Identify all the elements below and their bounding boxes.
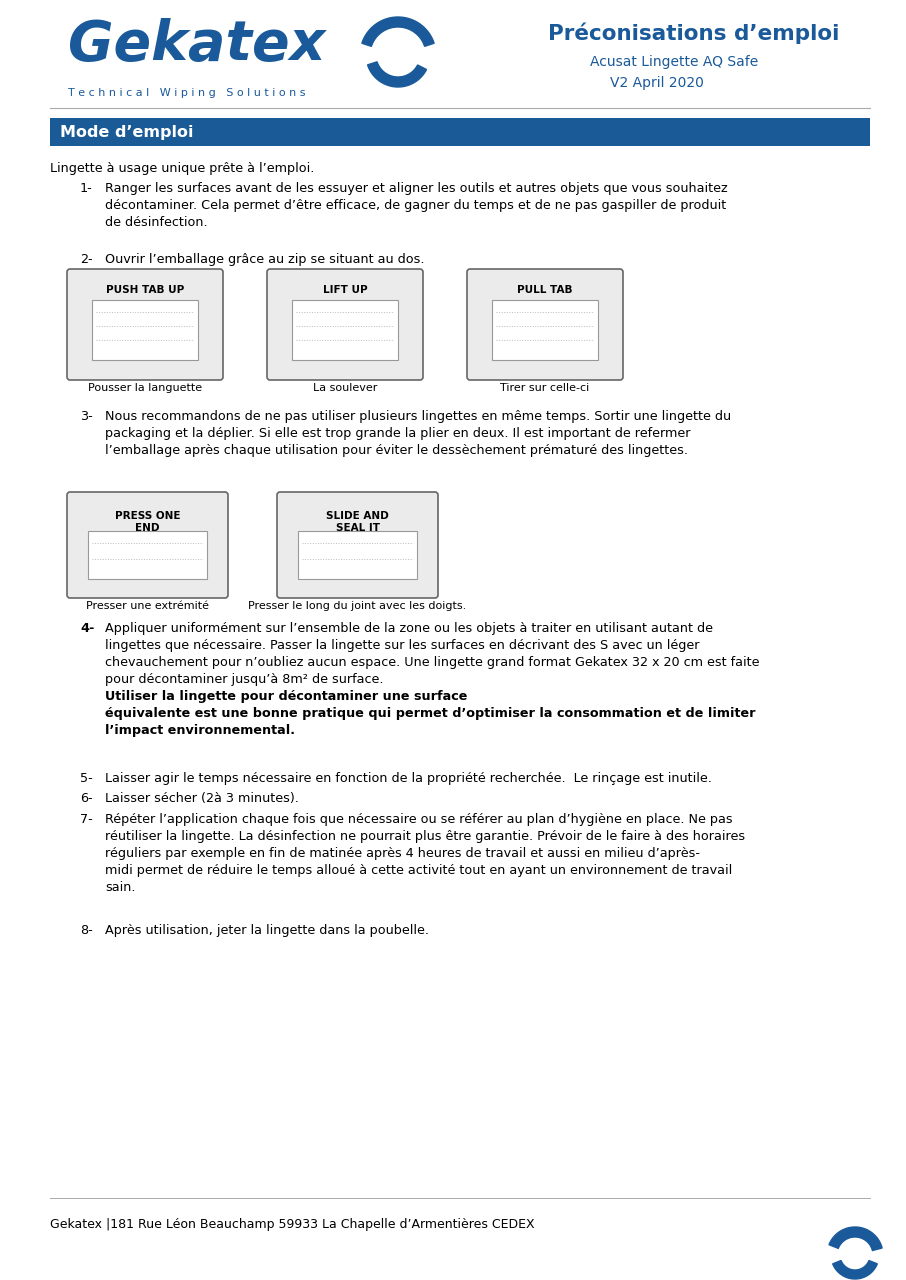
Text: Ranger les surfaces avant de les essuyer et aligner les outils et autres objets : Ranger les surfaces avant de les essuyer… bbox=[105, 182, 728, 229]
Text: PUSH TAB UP: PUSH TAB UP bbox=[106, 285, 184, 294]
Text: 7-: 7- bbox=[80, 813, 92, 826]
Text: Tirer sur celle-ci: Tirer sur celle-ci bbox=[500, 383, 590, 393]
Text: Ouvrir l’emballage grâce au zip se situant au dos.: Ouvrir l’emballage grâce au zip se situa… bbox=[105, 253, 425, 266]
Bar bbox=[298, 531, 417, 579]
Text: Mode d’emploi: Mode d’emploi bbox=[60, 125, 194, 141]
Text: SLIDE AND
SEAL IT: SLIDE AND SEAL IT bbox=[326, 511, 389, 532]
Text: Acusat Lingette AQ Safe: Acusat Lingette AQ Safe bbox=[590, 55, 758, 69]
FancyBboxPatch shape bbox=[267, 269, 423, 380]
Bar bbox=[50, 118, 870, 146]
Text: Lingette à usage unique prête à l’emploi.: Lingette à usage unique prête à l’emploi… bbox=[50, 163, 314, 175]
Text: 2-: 2- bbox=[80, 253, 92, 266]
Polygon shape bbox=[833, 1261, 877, 1279]
Text: Laisser sécher (2à 3 minutes).: Laisser sécher (2à 3 minutes). bbox=[105, 792, 299, 805]
Text: Gekatex: Gekatex bbox=[68, 18, 325, 72]
Bar bbox=[92, 300, 198, 360]
Polygon shape bbox=[829, 1228, 882, 1251]
Text: LIFT UP: LIFT UP bbox=[323, 285, 367, 294]
Bar bbox=[492, 300, 598, 360]
Text: PRESS ONE
END: PRESS ONE END bbox=[115, 511, 180, 532]
Bar bbox=[88, 531, 207, 579]
Text: 8-: 8- bbox=[80, 924, 92, 937]
Text: 3-: 3- bbox=[80, 410, 92, 422]
Text: 4-: 4- bbox=[80, 622, 94, 635]
Text: Presser une extrémité: Presser une extrémité bbox=[86, 602, 209, 611]
Bar bbox=[292, 300, 398, 360]
Text: Laisser agir le temps nécessaire en fonction de la propriété recherchée.  Le rin: Laisser agir le temps nécessaire en fonc… bbox=[105, 772, 712, 785]
Text: Après utilisation, jeter la lingette dans la poubelle.: Après utilisation, jeter la lingette dan… bbox=[105, 924, 429, 937]
Text: Presser le long du joint avec les doigts.: Presser le long du joint avec les doigts… bbox=[248, 602, 467, 611]
Polygon shape bbox=[361, 17, 434, 46]
FancyBboxPatch shape bbox=[67, 492, 228, 598]
Text: PULL TAB: PULL TAB bbox=[517, 285, 573, 294]
Text: Répéter l’application chaque fois que nécessaire ou se référer au plan d’hygiène: Répéter l’application chaque fois que né… bbox=[105, 813, 745, 893]
Text: Utiliser la lingette pour décontaminer une surface
équivalente est une bonne pra: Utiliser la lingette pour décontaminer u… bbox=[105, 690, 756, 737]
Text: T e c h n i c a l   W i p i n g   S o l u t i o n s: T e c h n i c a l W i p i n g S o l u t … bbox=[68, 88, 305, 99]
FancyBboxPatch shape bbox=[277, 492, 438, 598]
Text: 5-: 5- bbox=[80, 772, 92, 785]
Text: Appliquer uniformément sur l’ensemble de la zone ou les objets à traiter en util: Appliquer uniformément sur l’ensemble de… bbox=[105, 622, 759, 686]
FancyBboxPatch shape bbox=[467, 269, 623, 380]
Text: 1-: 1- bbox=[80, 182, 92, 195]
Text: La soulever: La soulever bbox=[313, 383, 377, 393]
FancyBboxPatch shape bbox=[67, 269, 223, 380]
Text: Pousser la languette: Pousser la languette bbox=[88, 383, 202, 393]
Polygon shape bbox=[368, 61, 427, 87]
Text: Nous recommandons de ne pas utiliser plusieurs lingettes en même temps. Sortir u: Nous recommandons de ne pas utiliser plu… bbox=[105, 410, 731, 457]
Text: V2 April 2020: V2 April 2020 bbox=[610, 76, 704, 90]
Text: Gekatex |181 Rue Léon Beauchamp 59933 La Chapelle d’Armentières CEDEX: Gekatex |181 Rue Léon Beauchamp 59933 La… bbox=[50, 1219, 535, 1231]
Text: 6-: 6- bbox=[80, 792, 92, 805]
Text: Préconisations d’emploi: Préconisations d’emploi bbox=[548, 22, 839, 44]
